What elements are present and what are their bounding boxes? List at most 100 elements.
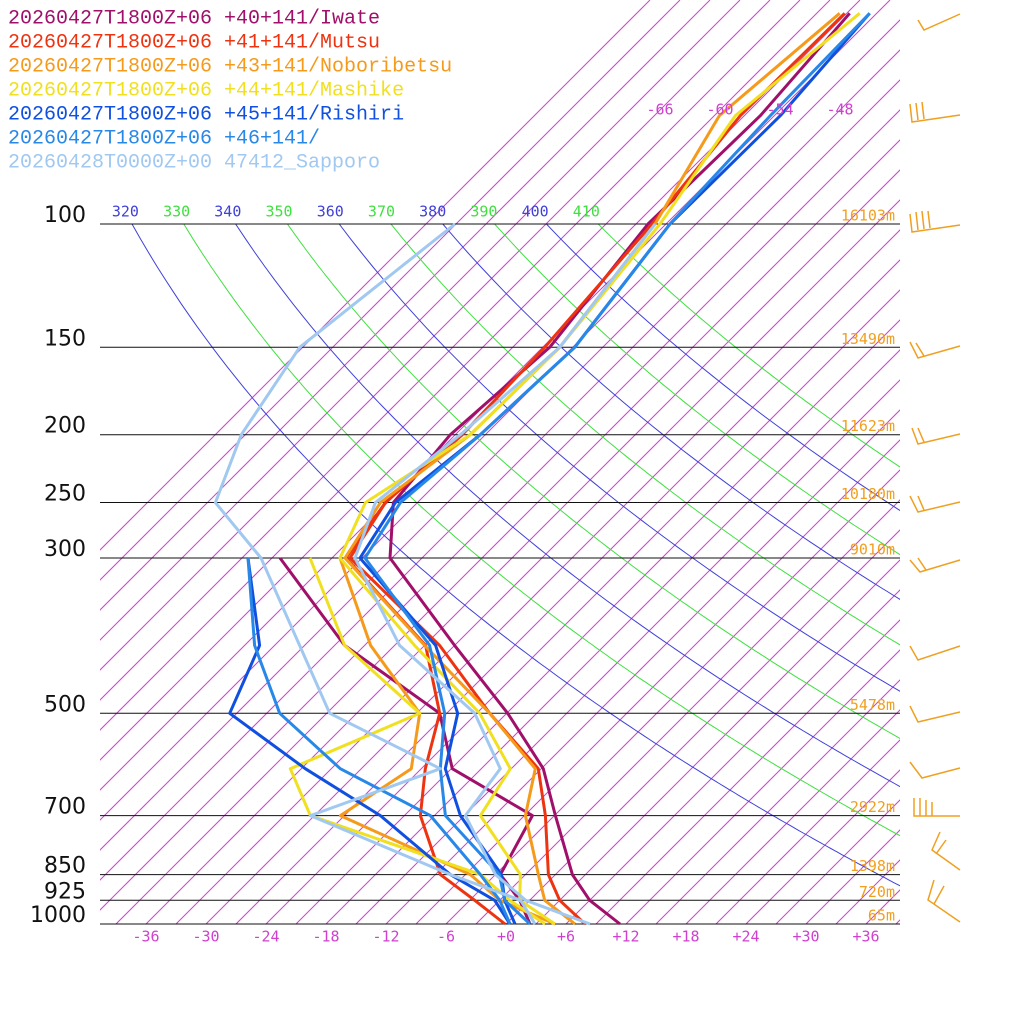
y-tick-label: 200 xyxy=(44,414,86,439)
dry-adiabat xyxy=(286,224,900,740)
x-tick-label: -36 xyxy=(132,928,159,946)
isotherm xyxy=(100,0,861,761)
isotherm xyxy=(835,859,900,924)
isotherm xyxy=(100,0,831,731)
isotherm xyxy=(205,229,900,924)
isotherm xyxy=(475,499,900,924)
theta-label: 380 xyxy=(419,203,446,221)
dewpoint-line xyxy=(228,557,512,925)
isotherm xyxy=(100,0,741,641)
isotherm xyxy=(325,349,900,924)
y-tick-label: 250 xyxy=(44,482,86,507)
axes xyxy=(100,223,900,925)
isotherm xyxy=(355,379,900,924)
dry-adiabat xyxy=(235,224,900,788)
isotherm xyxy=(145,169,900,924)
top-tick-label: -66 xyxy=(646,101,673,119)
dewpoint-line xyxy=(213,222,537,925)
isotherm xyxy=(100,49,900,851)
isotherm xyxy=(895,919,900,924)
legend-entry: 20260427T1800Z+06 +43+141/Noboribetsu xyxy=(8,55,452,78)
isotherm xyxy=(595,619,900,924)
profiles xyxy=(213,12,871,926)
theta-label: 390 xyxy=(470,203,497,221)
dry-adiabat xyxy=(493,224,900,556)
y-tick-label: 925 xyxy=(44,879,86,904)
y-tick-label: 850 xyxy=(44,854,86,879)
isotherm xyxy=(805,829,900,924)
height-label: 5478m xyxy=(850,696,895,714)
temperature-line xyxy=(348,12,846,926)
isotherm xyxy=(295,319,900,924)
x-tick-label: +12 xyxy=(612,928,639,946)
x-tick-label: +30 xyxy=(792,928,819,946)
legend-entry: 20260428T0000Z+00 47412_Sapporo xyxy=(8,151,380,174)
isotherm xyxy=(415,439,900,924)
height-label: 13490m xyxy=(841,330,895,348)
x-tick-label: +0 xyxy=(497,928,515,946)
isotherm xyxy=(865,889,900,924)
dry-adiabat xyxy=(545,224,900,512)
isotherm xyxy=(100,109,900,911)
isotherm xyxy=(100,0,681,581)
theta-label: 370 xyxy=(368,203,395,221)
dry-adiabat xyxy=(183,224,900,837)
height-label: 2922m xyxy=(850,798,895,816)
x-tick-label: +24 xyxy=(732,928,759,946)
legend-entry: 20260427T1800Z+06 +46+141/ xyxy=(8,127,320,150)
legend-entry: 20260427T1800Z+06 +44+141/Mashike xyxy=(8,79,404,102)
isotherm xyxy=(505,529,900,924)
dry-adiabat xyxy=(338,224,900,692)
y-tick-label: 700 xyxy=(44,795,86,820)
theta-label: 400 xyxy=(522,203,549,221)
isotherm xyxy=(235,259,900,924)
temperature-line xyxy=(388,12,851,926)
isotherm xyxy=(100,0,651,551)
legend-entry: 20260427T1800Z+06 +41+141/Mutsu xyxy=(8,31,380,54)
legend-entry: 20260427T1800Z+06 +45+141/Rishiri xyxy=(8,103,404,126)
legend-entry: 20260427T1800Z+06 +40+141/Iwate xyxy=(8,7,380,30)
top-tick-label: -60 xyxy=(706,101,733,119)
isotherm xyxy=(265,289,900,924)
height-label: 10180m xyxy=(841,485,895,503)
theta-label: 410 xyxy=(573,203,600,221)
isotherm xyxy=(115,139,900,924)
theta-label: 320 xyxy=(112,203,139,221)
top-tick-label: -54 xyxy=(766,101,793,119)
x-tick-label: -6 xyxy=(437,928,455,946)
theta-label: 340 xyxy=(214,203,241,221)
y-tick-label: 1000 xyxy=(30,903,86,928)
height-label: 16103m xyxy=(841,207,895,225)
theta-label: 350 xyxy=(265,203,292,221)
x-tick-label: +36 xyxy=(852,928,879,946)
isotherm xyxy=(625,649,900,924)
dewpoint-line xyxy=(246,557,512,925)
y-tick-label: 150 xyxy=(44,326,86,351)
theta-label: 360 xyxy=(317,203,344,221)
isotherm xyxy=(685,709,900,924)
dry-adiabat xyxy=(390,224,900,646)
y-tick-label: 100 xyxy=(44,203,86,228)
isotherm xyxy=(445,469,900,924)
isotherm xyxy=(100,79,900,881)
isotherm xyxy=(775,799,900,924)
isotherm xyxy=(100,0,771,671)
y-tick-label: 300 xyxy=(44,537,86,562)
x-tick-label: -12 xyxy=(372,928,399,946)
x-tick-label: -30 xyxy=(192,928,219,946)
y-tick-label: 500 xyxy=(44,692,86,717)
x-tick-label: +6 xyxy=(557,928,575,946)
isotherm xyxy=(175,199,900,924)
x-tick-label: -24 xyxy=(252,928,279,946)
isotherm xyxy=(100,19,900,821)
height-label: 720m xyxy=(859,883,895,901)
isotherm xyxy=(535,559,900,924)
dry-adiabats xyxy=(131,224,900,887)
isotherm xyxy=(100,0,801,701)
height-label: 11623m xyxy=(841,417,895,435)
isotherm xyxy=(100,0,711,611)
height-label: 1398m xyxy=(850,857,895,875)
temperature-line xyxy=(363,12,871,926)
labels: 320 330 340 350 360 370 380 390 400 410 100 16103m 1… xyxy=(8,7,895,945)
